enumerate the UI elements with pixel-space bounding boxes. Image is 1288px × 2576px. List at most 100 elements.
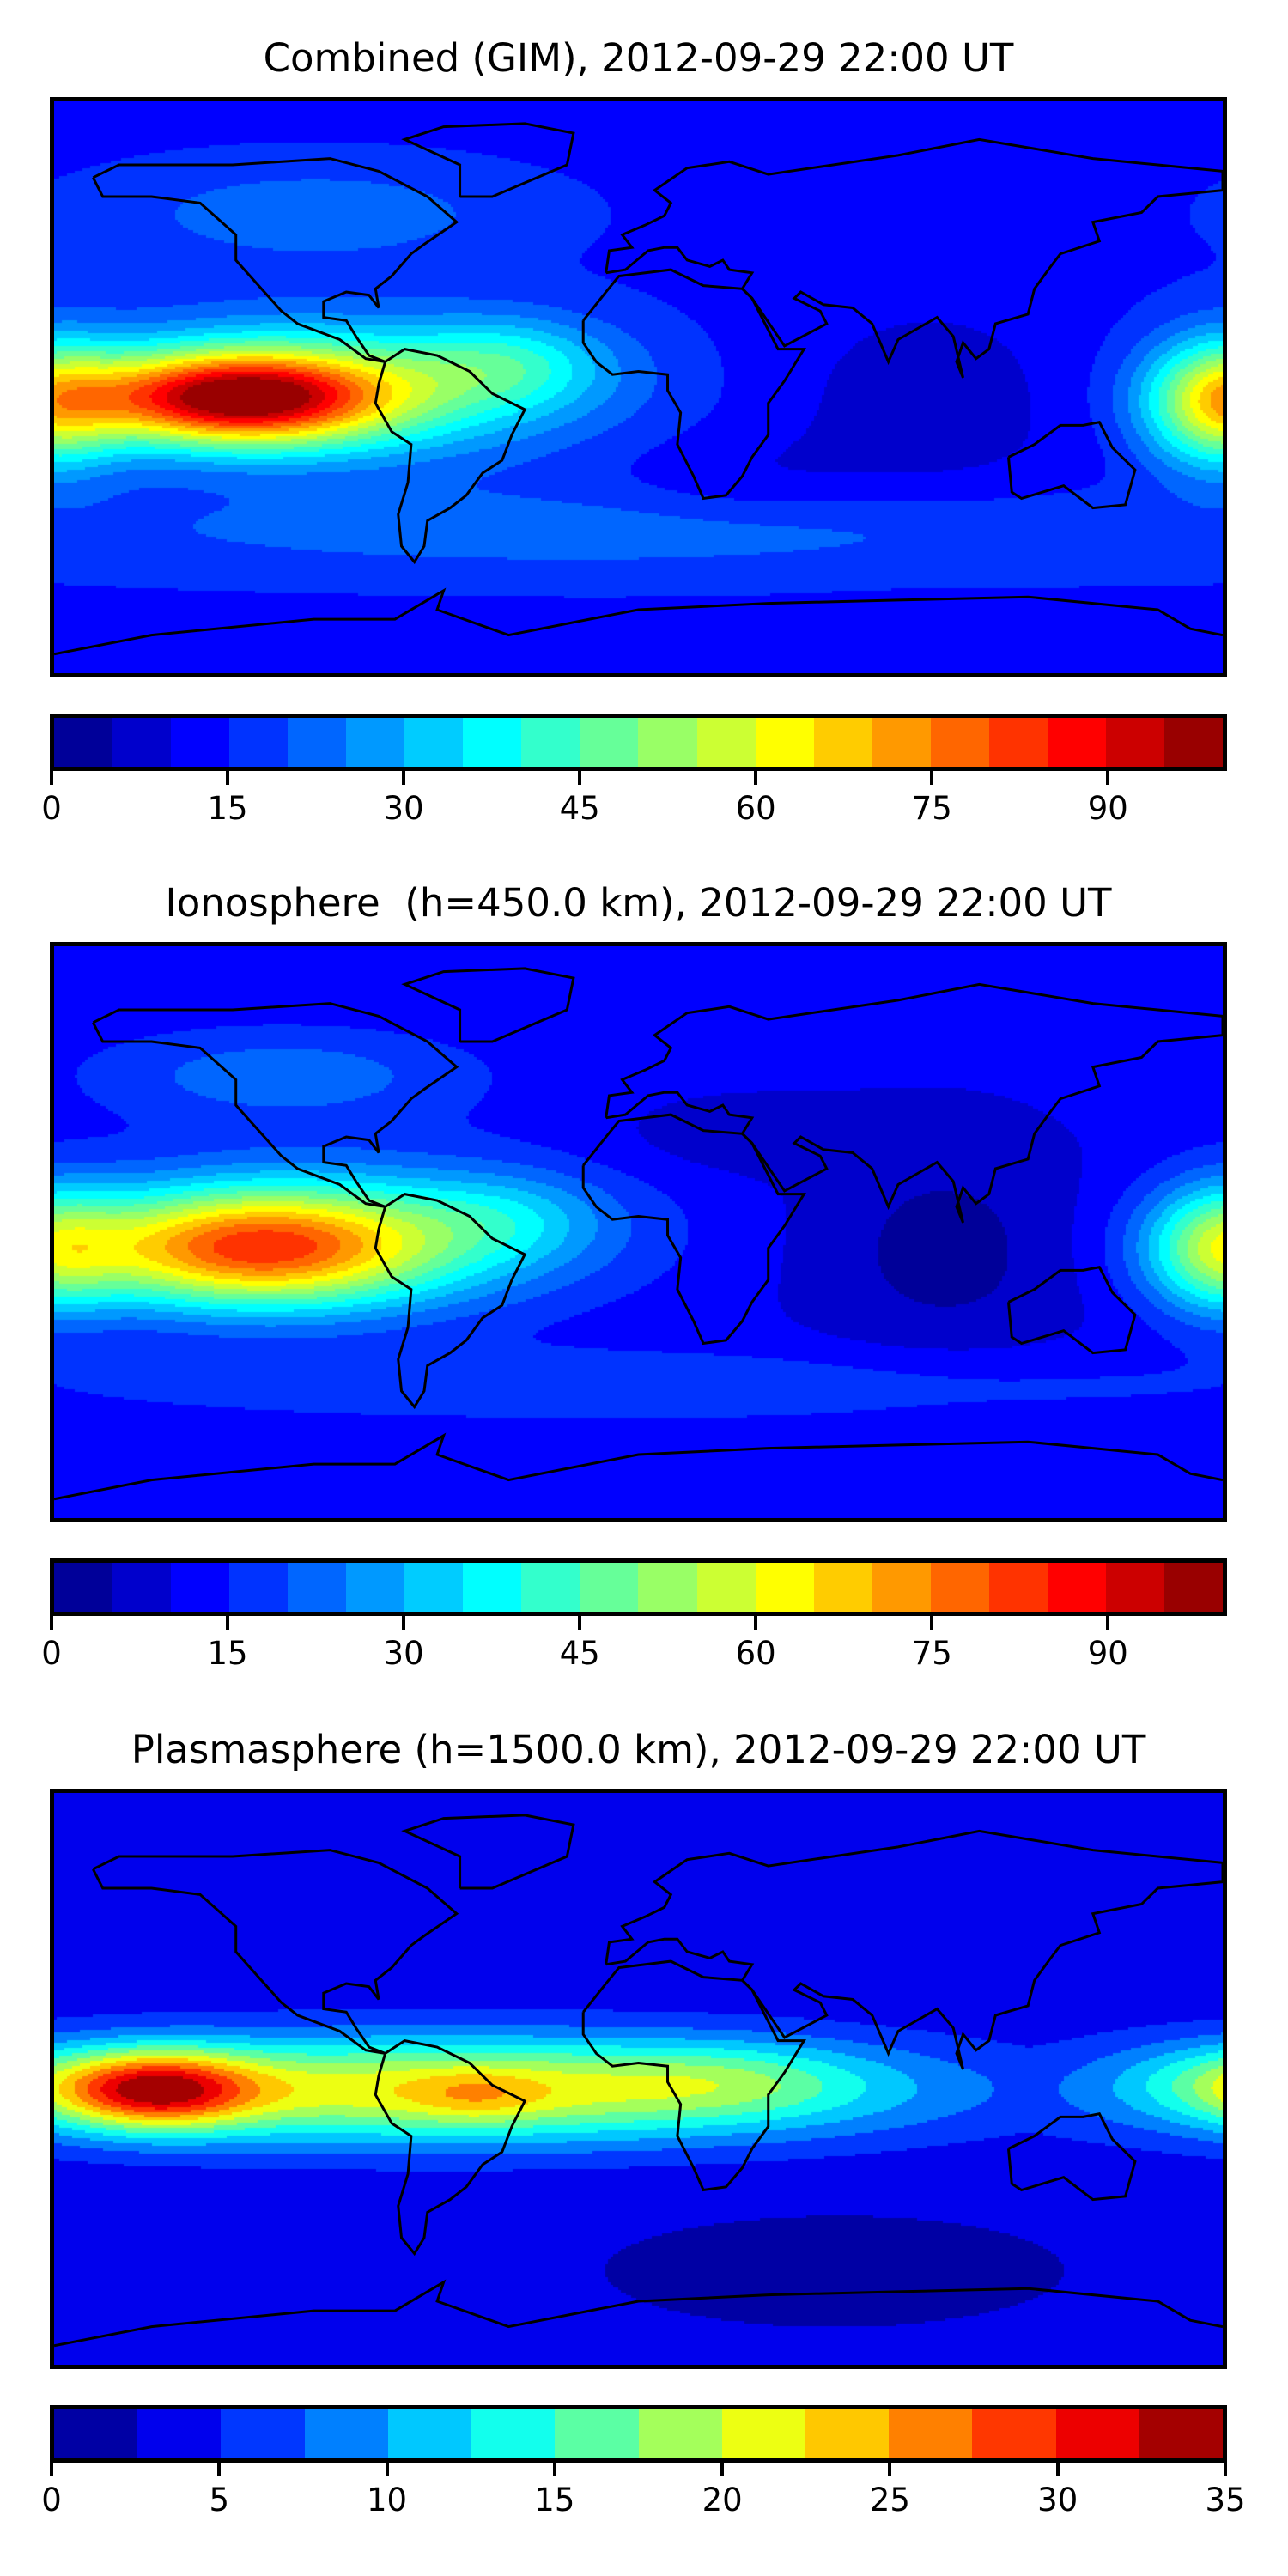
colorbar-segment [463, 718, 522, 767]
colorbar-tick-label: 0 [41, 790, 62, 827]
coastline [581, 1959, 806, 2192]
colorbar-tick-label: 0 [41, 2482, 62, 2518]
chart-title: Ionosphere (h=450.0 km), 2012-09-29 22:0… [165, 880, 1112, 926]
colorbar-tick-mark [578, 1616, 582, 1630]
colorbar-segment [54, 718, 113, 767]
colorbar-segment [930, 718, 989, 767]
colorbar-tick-mark [1224, 2463, 1227, 2476]
coastline [374, 348, 527, 565]
colorbar-tick-label: 30 [383, 790, 424, 827]
colorbar-segment [54, 1563, 113, 1612]
coastline [92, 1002, 459, 1208]
colorbar-segment [555, 2409, 639, 2458]
coastline [605, 982, 1223, 1224]
colorbar-segment [221, 2409, 305, 2458]
coastline [54, 1432, 1223, 1501]
tec-contour-field [54, 946, 1223, 1518]
colorbar-tick-mark [385, 2463, 389, 2476]
panel-ionosphere: Ionosphere (h=450.0 km), 2012-09-29 22:0… [0, 845, 1288, 1691]
coastline [401, 967, 575, 1043]
colorbar-segment [304, 2409, 388, 2458]
colorbar-segment [54, 2409, 138, 2458]
coastline [54, 587, 1223, 656]
colorbar-tick-mark [720, 2463, 725, 2476]
colorbar-segment [1163, 1563, 1223, 1612]
coastline [401, 122, 575, 198]
tec-map-ionosphere [50, 942, 1227, 1522]
colorbar-segment [988, 718, 1048, 767]
colorbar [50, 2405, 1227, 2463]
coastlines [54, 967, 1223, 1501]
colorbar-tick-label: 60 [735, 1635, 776, 1672]
coastlines [54, 1814, 1223, 2348]
colorbar-segment [872, 1563, 931, 1612]
colorbar-tick-mark [226, 771, 230, 785]
colorbar-segment [521, 1563, 580, 1612]
colorbar-tick-label: 90 [1087, 1635, 1128, 1672]
coastline [54, 2279, 1223, 2348]
colorbar-segment [463, 1563, 522, 1612]
colorbar-segment [638, 718, 697, 767]
coastline [605, 1829, 1223, 2070]
colorbar-ticks: 0 15 30 45 60 75 90 [41, 1616, 1227, 1672]
colorbar-segment [1055, 2409, 1139, 2458]
coastline [1006, 1266, 1137, 1355]
tec-map-plasmasphere [50, 1789, 1227, 2369]
colorbar-segment [171, 718, 230, 767]
colorbar-tick-mark [226, 1616, 230, 1630]
colorbar-tick-label: 10 [367, 2482, 408, 2518]
colorbar-segment [805, 2409, 890, 2458]
colorbar-tick-mark [754, 771, 758, 785]
coastline [92, 1849, 459, 2055]
colorbar-tick-label: 25 [869, 2482, 910, 2518]
colorbar-tick-mark [578, 771, 582, 785]
chart-title: Plasmasphere (h=1500.0 km), 2012-09-29 2… [131, 1727, 1146, 1772]
coastline [581, 268, 806, 501]
colorbar-segment [387, 2409, 472, 2458]
colorbar-tick-label: 90 [1087, 790, 1128, 827]
colorbar-segment [288, 718, 347, 767]
colorbar-segment [404, 718, 464, 767]
coastline [1006, 421, 1137, 510]
coastline [581, 1113, 806, 1346]
colorbar-segment [1139, 2409, 1224, 2458]
colorbar [50, 714, 1227, 771]
colorbar-segment [638, 2409, 722, 2458]
colorbar-segment [521, 718, 580, 767]
colorbar-segment [755, 718, 814, 767]
colorbar-segment [696, 1563, 756, 1612]
colorbar-tick-label: 5 [209, 2482, 230, 2518]
colorbar-segment [580, 718, 639, 767]
colorbar-segment [755, 1563, 814, 1612]
colorbar-tick-label: 60 [735, 790, 776, 827]
colorbar-tick-label: 45 [559, 1635, 600, 1672]
colorbar-segment [137, 2409, 222, 2458]
colorbar-segment [1047, 718, 1106, 767]
colorbar-tick-mark [402, 771, 406, 785]
colorbar-segment [1105, 1563, 1164, 1612]
colorbar-segment [1105, 718, 1164, 767]
coastline [374, 1193, 527, 1410]
colorbar-segment [404, 1563, 464, 1612]
chart-title: Combined (GIM), 2012-09-29 22:00 UT [263, 35, 1014, 81]
colorbar-segment [580, 1563, 639, 1612]
colorbar-segment [930, 1563, 989, 1612]
colorbar-tick-mark [1106, 771, 1110, 785]
coastline [374, 2039, 527, 2257]
colorbar-segment [721, 2409, 805, 2458]
colorbar-segment [1163, 718, 1223, 767]
colorbar-segment [112, 1563, 172, 1612]
colorbar-tick-label: 30 [383, 1635, 424, 1672]
colorbar-tick-mark [50, 771, 53, 785]
colorbar-segment [872, 718, 931, 767]
panel-combined: Combined (GIM), 2012-09-29 22:00 UT 0 15 3… [0, 0, 1288, 846]
panel-plasmasphere: Plasmasphere (h=1500.0 km), 2012-09-29 2… [0, 1692, 1288, 2537]
colorbar-tick-label: 15 [207, 790, 248, 827]
tec-map-combined [50, 97, 1227, 677]
colorbar-tick-label: 75 [911, 790, 952, 827]
colorbar-tick-label: 15 [207, 1635, 248, 1672]
coastlines [54, 122, 1223, 656]
colorbar-tick-label: 35 [1205, 2482, 1246, 2518]
colorbar-tick-label: 75 [911, 1635, 952, 1672]
colorbar-tick-label: 15 [534, 2482, 575, 2518]
